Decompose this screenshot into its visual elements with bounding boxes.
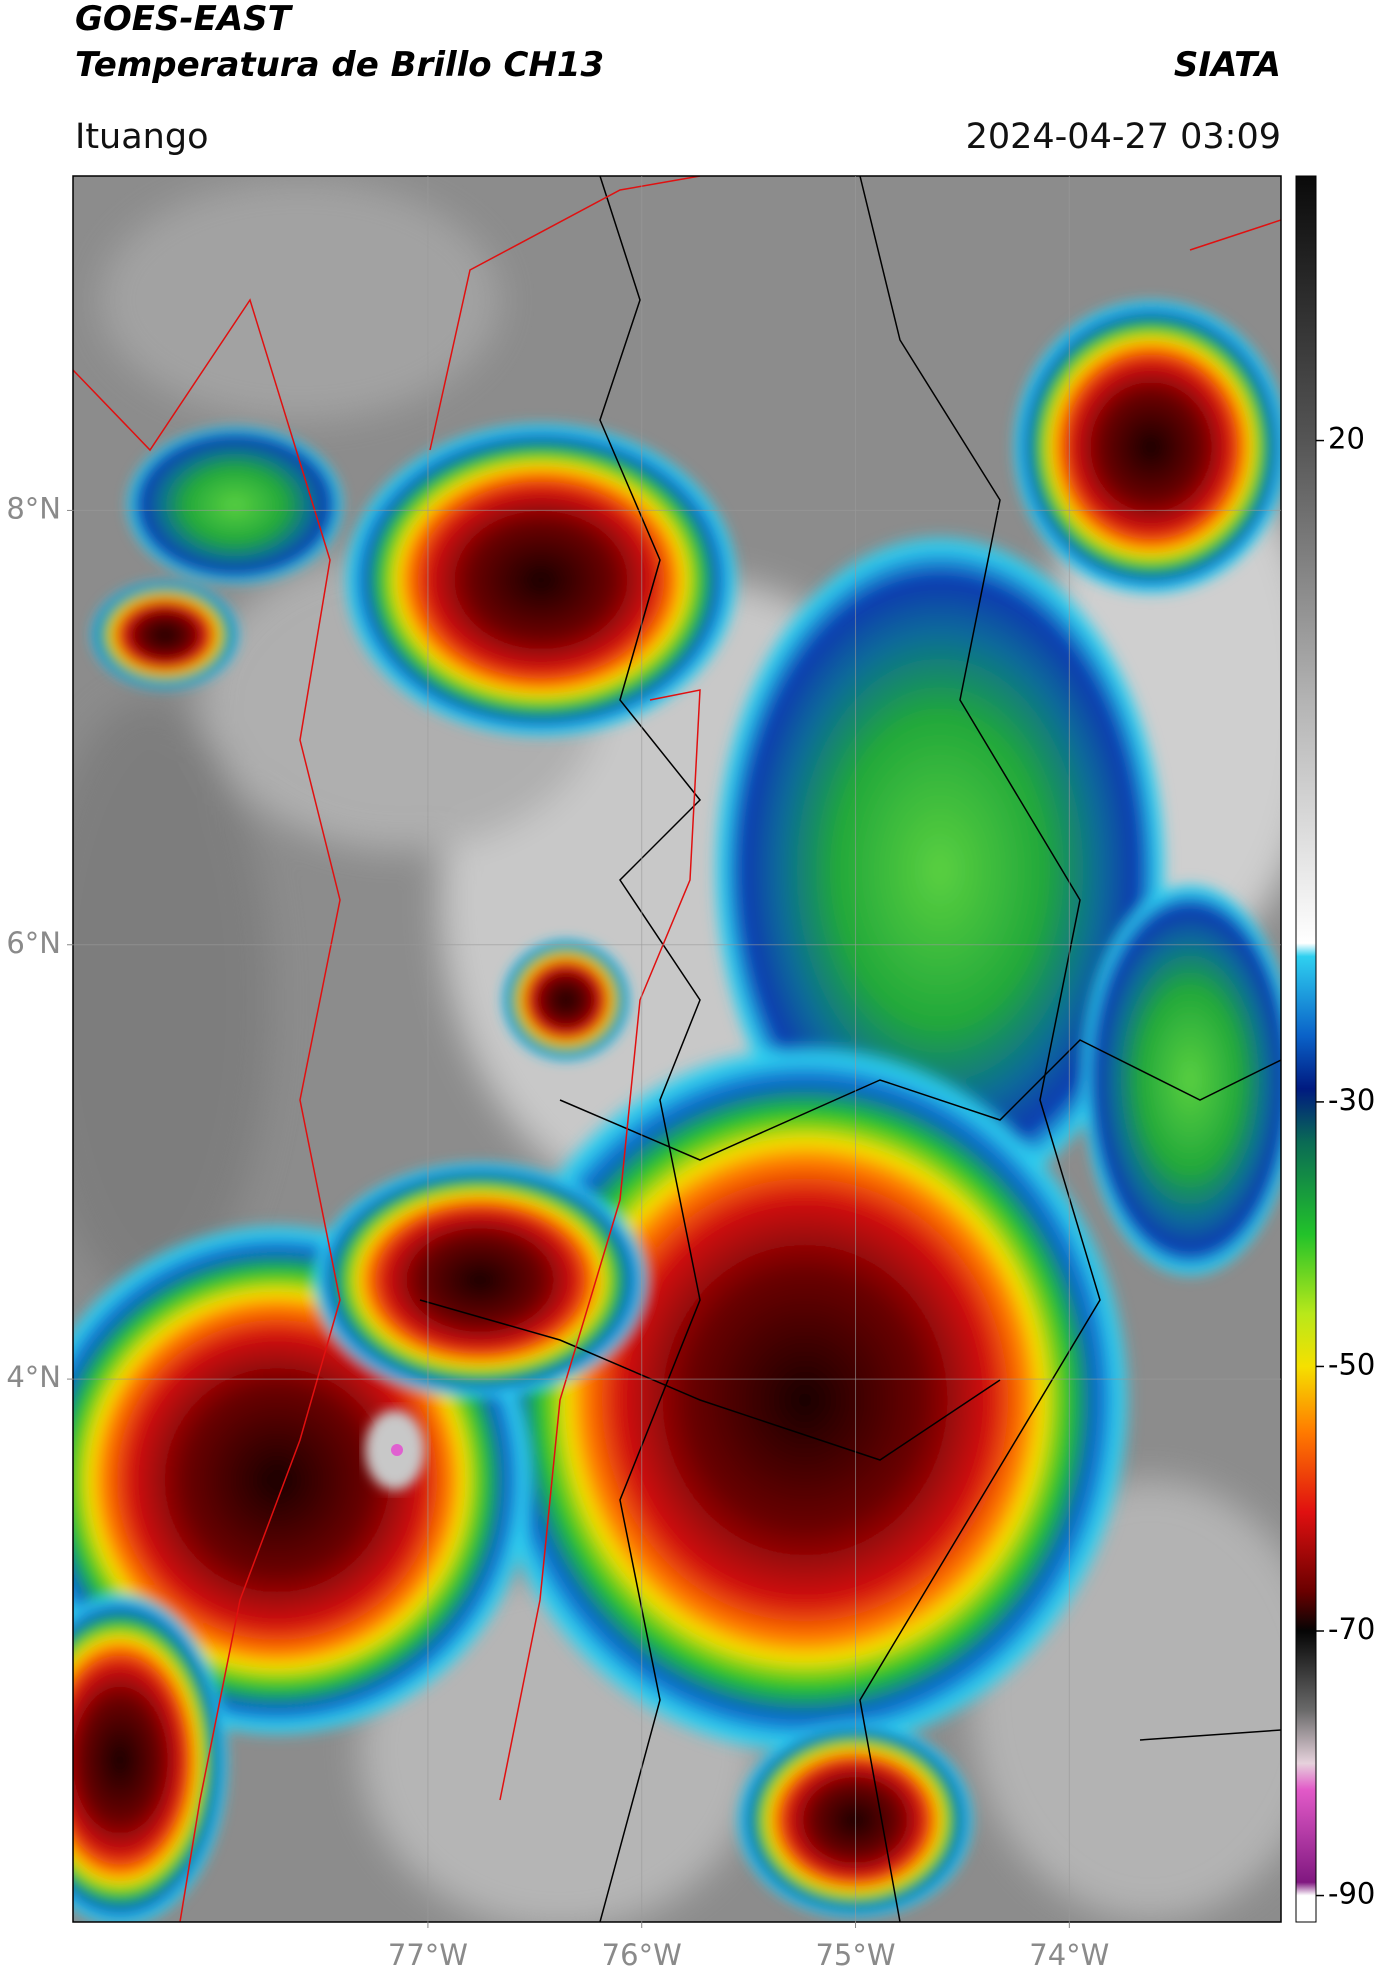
colorbar bbox=[1295, 175, 1317, 1923]
x-tick-label: 75°W bbox=[815, 1938, 895, 1972]
title: GOES-EAST bbox=[75, 0, 294, 39]
source: SIATA bbox=[1174, 45, 1281, 85]
x-tick-label: 74°W bbox=[1029, 1938, 1109, 1972]
y-tick-label: 8°N bbox=[6, 491, 61, 525]
satellite-image bbox=[73, 176, 1281, 1922]
colorbar-label: -50 bbox=[1328, 1347, 1375, 1381]
colorbar-label: 20 bbox=[1328, 422, 1365, 456]
timestamp: 2024-04-27 03:09 bbox=[966, 117, 1281, 157]
x-tick-label: 77°W bbox=[388, 1938, 468, 1972]
x-tick-label: 76°W bbox=[602, 1938, 682, 1972]
colorbar-label: -90 bbox=[1328, 1877, 1375, 1911]
location: Ituango bbox=[75, 117, 209, 157]
y-tick-label: 4°N bbox=[6, 1360, 61, 1394]
subtitle: Temperatura de Brillo CH13 bbox=[75, 45, 604, 85]
colorbar-label: -70 bbox=[1328, 1612, 1375, 1646]
colorbar-label: -30 bbox=[1328, 1083, 1375, 1117]
y-tick-label: 6°N bbox=[6, 926, 61, 960]
map-frame bbox=[72, 175, 1282, 1923]
